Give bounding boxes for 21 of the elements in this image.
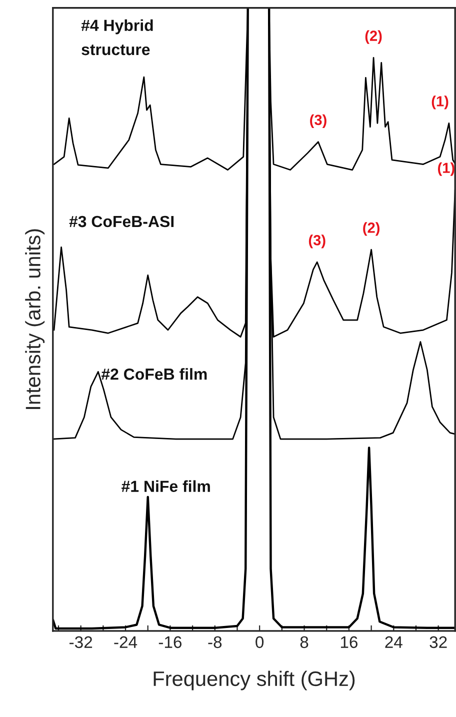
- y-axis-title: Intensity (arb. units): [25, 229, 45, 409]
- series-label: #2 CoFeB film: [101, 368, 207, 380]
- x-tick-label: 8: [300, 636, 308, 648]
- series-label: #3 CoFeB-ASI: [69, 216, 174, 228]
- annotation: (3): [310, 114, 326, 128]
- series-label: #1 NiFe film: [122, 480, 210, 492]
- x-tick-label: -32: [70, 636, 92, 648]
- annotation: (1): [432, 96, 448, 110]
- x-tick-label: 0: [256, 636, 264, 648]
- series-label: #4 Hybrid structure: [81, 19, 153, 56]
- annotation: (2): [365, 30, 382, 44]
- x-tick-label: -8: [208, 636, 222, 648]
- annotation: (2): [363, 222, 380, 236]
- x-tick-label: 32: [430, 636, 447, 648]
- x-tick-label: 16: [340, 636, 358, 648]
- x-tick-label: 24: [385, 636, 402, 648]
- annotation: (3): [308, 234, 326, 248]
- x-tick-label: -24: [114, 636, 138, 648]
- x-axis-title: Frequency shift (GHz): [154, 670, 355, 690]
- x-tick-label: -16: [158, 636, 182, 648]
- annotation: (1): [438, 162, 454, 176]
